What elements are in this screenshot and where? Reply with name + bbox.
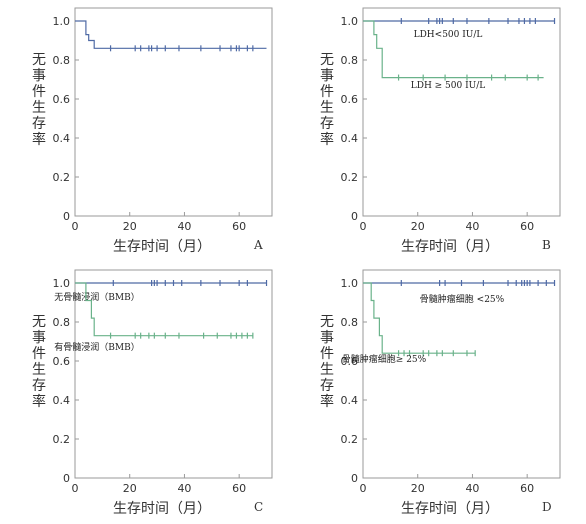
y-tick-label: 1.0 (53, 277, 71, 290)
plot-svg: 0 0.2 0.4 0.6 0.8 1.0 0 20 40 60 (53, 7, 273, 233)
x-tick-label: 60 (232, 220, 246, 233)
y-tick-label: 0.8 (341, 54, 359, 67)
y-axis-label: 无事件生存率 (320, 314, 334, 410)
y-tick-label: 0.4 (341, 132, 359, 145)
survival-curve-2 (363, 282, 476, 354)
x-tick-label: 60 (520, 482, 534, 495)
y-axis-label: 无事件生存率 (32, 52, 46, 148)
y-tick-label: 0.6 (53, 93, 71, 106)
series-label: LDH<500 IU/L (414, 30, 483, 40)
x-tick-label: 0 (360, 220, 367, 233)
x-tick-label: 40 (177, 482, 191, 495)
plot-frame (74, 269, 273, 479)
survival-curve-2 (363, 20, 544, 79)
panel-label: A (254, 238, 263, 252)
x-axis-label: 生存时间（月） (401, 239, 499, 255)
series-label: LDH ≥ 500 IU/L (411, 81, 486, 91)
panel-label: C (254, 500, 264, 514)
x-axis-label: 生存时间（月） (113, 239, 211, 255)
x-tick-label: 20 (411, 220, 425, 233)
x-axis-label: 生存时间（月） (401, 501, 499, 517)
y-tick-label: 0.2 (53, 171, 71, 184)
plot-svg: 0 0.2 0.4 0.6 0.8 1.0 0 20 40 60 LDH<500 IU/L LDH ≥… (341, 7, 561, 233)
y-tick-label: 0.2 (341, 171, 359, 184)
x-axis-label: 生存时间（月） (113, 501, 211, 517)
y-tick-label: 0 (63, 210, 70, 223)
y-tick-label: 0.8 (53, 316, 71, 329)
x-tick-label: 0 (360, 482, 367, 495)
chart-panel-b: 0 0.2 0.4 0.6 0.8 1.0 0 20 40 60 LDH<500 IU/L LDH ≥… (298, 0, 578, 262)
panel-label: B (542, 238, 551, 252)
series-label: 骨髓肿瘤细胞≥ 25% (342, 353, 427, 365)
series-label: 有骨髓浸润（BMB） (54, 341, 139, 353)
x-tick-label: 20 (123, 482, 137, 495)
series-label: 无骨髓浸润（BMB） (54, 291, 139, 303)
y-tick-label: 0 (63, 472, 70, 485)
y-tick-label: 0.8 (341, 316, 359, 329)
x-tick-label: 60 (232, 482, 246, 495)
y-axis-label: 无事件生存率 (320, 52, 334, 148)
y-tick-label: 0.4 (341, 394, 359, 407)
x-tick-label: 0 (72, 220, 79, 233)
chart-panel-c: 0 0.2 0.4 0.6 0.8 1.0 0 20 40 60 无骨髓浸润（BMB） 有骨髓浸润（B… (10, 262, 290, 524)
chart-panel-d: 0 0.2 0.4 0.6 0.8 1.0 0 20 40 60 骨髓肿瘤细胞 <25% 骨髓肿瘤细胞… (298, 262, 578, 524)
x-tick-label: 0 (72, 482, 79, 495)
plot-frame (74, 7, 273, 217)
y-tick-label: 0 (351, 210, 358, 223)
y-tick-label: 0.6 (341, 355, 359, 368)
survival-curve-2 (75, 282, 253, 337)
y-tick-label: 0.6 (341, 93, 359, 106)
x-tick-label: 20 (123, 220, 137, 233)
x-tick-label: 60 (520, 220, 534, 233)
y-axis-label: 无事件生存率 (32, 314, 46, 410)
x-tick-label: 40 (177, 220, 191, 233)
plot-svg: 0 0.2 0.4 0.6 0.8 1.0 0 20 40 60 骨髓肿瘤细胞 <25% 骨髓肿瘤细胞… (341, 269, 561, 495)
chart-panel-a: 0 0.2 0.4 0.6 0.8 1.0 0 20 40 60 无事件生存率生存时间（月） A (10, 0, 290, 262)
y-tick-label: 1.0 (341, 15, 359, 28)
y-tick-label: 0.8 (53, 54, 71, 67)
y-tick-label: 1.0 (341, 277, 359, 290)
x-tick-label: 40 (465, 220, 479, 233)
plot-frame (362, 7, 561, 217)
x-tick-label: 20 (411, 482, 425, 495)
y-tick-label: 0.4 (53, 132, 71, 145)
y-tick-label: 0 (351, 472, 358, 485)
y-tick-label: 0.6 (53, 355, 71, 368)
series-label: 骨髓肿瘤细胞 <25% (420, 293, 505, 305)
y-tick-label: 1.0 (53, 15, 71, 28)
x-tick-label: 40 (465, 482, 479, 495)
plot-frame (362, 269, 561, 479)
survival-curve-1 (75, 20, 267, 49)
panel-label: D (542, 500, 552, 514)
plot-svg: 0 0.2 0.4 0.6 0.8 1.0 0 20 40 60 无骨髓浸润（BMB） 有骨髓浸润（B… (53, 269, 273, 495)
y-tick-label: 0.4 (53, 394, 71, 407)
y-tick-label: 0.2 (341, 433, 359, 446)
y-tick-label: 0.2 (53, 433, 71, 446)
